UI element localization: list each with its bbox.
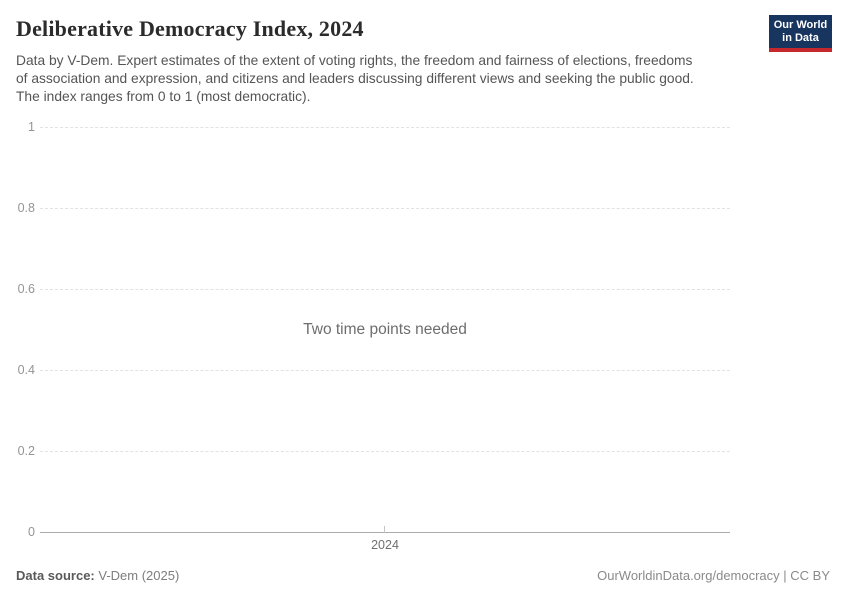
attribution-link[interactable]: OurWorldinData.org/democracy | CC BY xyxy=(597,568,830,583)
gridline xyxy=(40,370,730,371)
owid-logo[interactable]: Our World in Data xyxy=(769,15,832,52)
gridline xyxy=(40,208,730,209)
subtitle-line: of association and expression, and citiz… xyxy=(16,71,694,86)
x-axis-line xyxy=(40,532,730,533)
chart-subtitle: Data by V-Dem. Expert estimates of the e… xyxy=(16,52,694,106)
gridline xyxy=(40,289,730,290)
subtitle-line: The index ranges from 0 to 1 (most democ… xyxy=(16,89,311,104)
subtitle-line: Data by V-Dem. Expert estimates of the e… xyxy=(16,53,693,68)
y-tick-label: 0.8 xyxy=(17,201,35,215)
owid-logo-line1: Our World xyxy=(773,18,828,31)
data-source: Data source: V-Dem (2025) xyxy=(16,568,179,583)
owid-logo-line2: in Data xyxy=(782,31,819,44)
y-tick-label: 0.6 xyxy=(17,282,35,296)
y-tick-label: 0.4 xyxy=(17,363,35,377)
data-source-value: V-Dem (2025) xyxy=(98,568,180,583)
x-tick-mark xyxy=(384,526,385,533)
gridline xyxy=(40,127,730,128)
y-tick-label: 0 xyxy=(28,525,35,539)
page-title: Deliberative Democracy Index, 2024 xyxy=(16,16,364,41)
y-tick-label: 0.2 xyxy=(17,444,35,458)
y-tick-label: 1 xyxy=(28,120,35,134)
data-source-label: Data source: xyxy=(16,568,95,583)
gridline xyxy=(40,451,730,452)
x-tick-label: 2024 xyxy=(371,538,399,552)
chart-empty-message: Two time points needed xyxy=(303,321,467,338)
